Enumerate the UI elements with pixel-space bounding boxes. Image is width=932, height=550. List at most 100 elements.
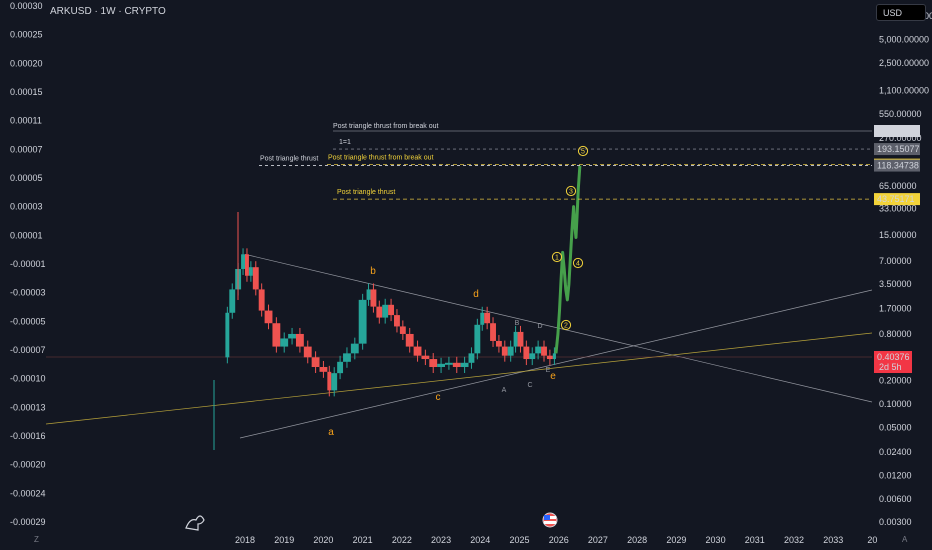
wave-label: b [370,266,376,277]
right-axis-tick: 0.10000 [879,399,912,409]
candle-body [399,326,406,334]
time-axis-tick: 2024 [470,535,490,545]
price-tag: 118.34738 [874,159,920,172]
sub-wave-label: C [527,382,532,389]
left-axis-tick: -0.00024 [10,488,46,498]
candle-body [327,371,332,391]
price-tag: 330.05994 [874,125,920,137]
wave-label: a [328,427,334,438]
right-axis-tick: 1,100.00000 [879,85,929,95]
candle-body [388,304,395,316]
left-axis-tick: 0.00007 [10,144,43,154]
candle-body [264,310,273,324]
candle-body [421,355,430,360]
auto-scale-toggle[interactable]: A [902,535,908,544]
candle-body [370,289,377,307]
wave-label: d [473,289,479,300]
candle-body [337,361,344,374]
impulse-wave-label: 3 [565,185,577,197]
left-axis-tick: -0.00020 [10,460,46,470]
candle-body [405,333,414,347]
left-axis-tick: -0.00010 [10,374,46,384]
left-axis-tick: -0.00005 [10,316,46,326]
right-axis-tick: 0.00600 [879,494,912,504]
impulse-number: 2 [564,323,568,330]
impulse-number: 4 [576,261,580,268]
candle-body [394,315,400,327]
chart-annotation: Post triangle thrust from break out [328,155,433,162]
wave-label: c [436,392,441,403]
left-axis-tick: 0.00011 [10,116,42,126]
sub-wave-label: D [537,323,542,330]
candle-body [529,353,536,360]
current-price-box [874,351,912,373]
sub-wave-label: E [546,367,551,374]
current-price-countdown: 2d 5h [879,362,902,372]
left-axis-tick: -0.00003 [10,288,46,298]
time-axis-tick: 2032 [784,535,804,545]
right-axis-tick: 3.50000 [879,279,912,289]
impulse-wave-label: 4 [572,257,584,269]
right-axis-tick: 0.01200 [879,470,912,480]
flag-stripe [544,521,556,524]
projection-path [554,165,582,354]
candle-body [245,254,249,276]
chart-annotation: Post triangle thrust from break out [333,123,438,130]
impulse-wave-label: 5 [577,145,589,157]
time-axis-tick: 2020 [313,535,333,545]
current-price-value: 0.40376 [877,352,910,362]
impulse-circle [565,185,577,197]
triangle-lower-line [239,289,873,439]
candle-body [413,346,422,356]
left-price-axis: 0.00030 0.00025 0.00020 0.00015 0.00011 0.000… [10,1,46,527]
currency-button[interactable]: USD [876,4,926,21]
wave-label: e [550,371,556,382]
time-axis-tick: 2026 [549,535,569,545]
right-axis-tick: 0.02400 [879,447,912,457]
candle-body [552,353,556,360]
candle-body [303,346,312,358]
time-axis-tick: 2022 [392,535,412,545]
candle-body [343,353,351,362]
candle-body [358,299,367,344]
candle-body [541,346,547,356]
left-axis-tick: -0.00016 [10,431,46,441]
price-tag-box [874,159,920,172]
right-axis-tick: 0.00300 [879,517,912,527]
candle-body [523,346,530,360]
price-tags: 330.05994193.15077121.61110118.3473843.7… [185,125,920,531]
flag-canton [544,515,550,520]
right-axis-tick: 65.00000 [879,181,917,191]
log-scale-toggle[interactable]: Z [34,535,39,544]
target-levels [259,130,872,200]
time-axis-tick: 2028 [627,535,647,545]
candle-body [495,340,502,347]
time-axis-tick: 2030 [706,535,726,545]
right-axis-tick: 2,500.00000 [879,58,929,68]
time-axis-tick: 2025 [509,535,529,545]
right-axis-tick: 0.05000 [879,422,912,432]
candle-body [501,346,508,356]
candle-body [429,359,438,368]
candle-body [513,331,518,347]
candle-body [311,357,320,368]
candle-body [437,363,445,368]
left-axis-tick: 0.00015 [10,87,43,97]
left-axis-tick: 0.00030 [10,1,43,11]
left-axis-tick: -0.00029 [10,517,46,527]
left-axis-tick: 0.00003 [10,202,43,212]
impulse-wave-label: 2 [560,319,572,331]
price-tag-box [874,125,920,137]
left-axis-tick: 0.00001 [10,230,43,240]
candle-body [229,289,236,313]
impulse-circle [577,145,589,157]
candle-body [295,333,304,347]
channel-yellow-line [45,332,873,425]
candle-body [258,289,265,311]
left-axis-tick: -0.00001 [10,259,46,269]
candle-body [288,333,296,339]
time-axis-tick: 2021 [353,535,373,545]
chart-annotation: Post triangle thrust [260,156,318,163]
candle-body [331,373,338,391]
